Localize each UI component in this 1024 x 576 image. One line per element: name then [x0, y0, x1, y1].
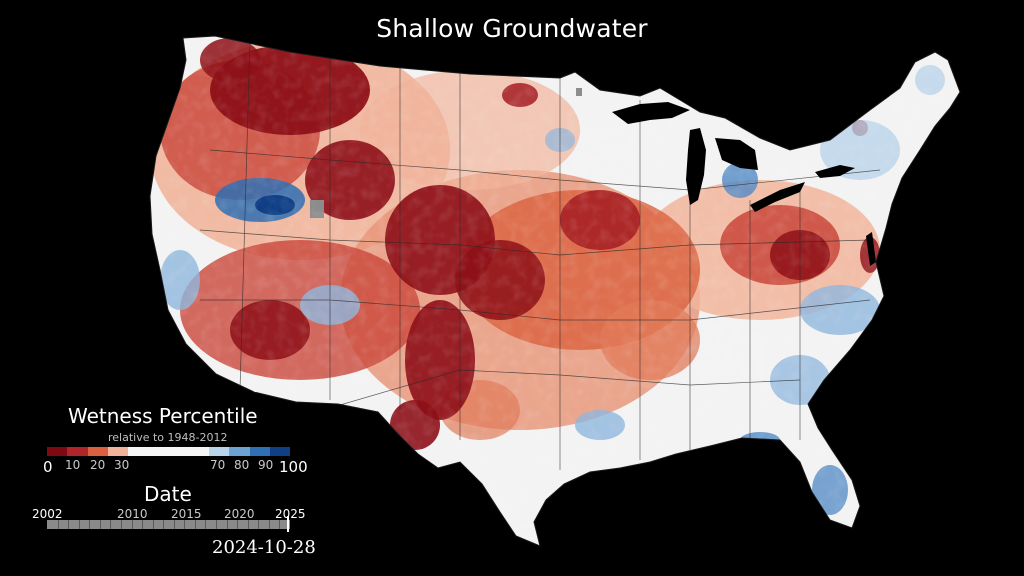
- colorbar-segment: [168, 447, 189, 456]
- lake-ontario: [815, 165, 855, 178]
- legend-tick-20: 20: [90, 458, 106, 472]
- lake-michigan: [686, 128, 706, 205]
- timeline-segment-divider: [152, 520, 154, 529]
- timeline-segment-divider: [120, 520, 122, 529]
- timeline-segment-divider: [194, 520, 196, 529]
- timeline-segment-divider: [226, 520, 228, 529]
- colorbar-segment: [67, 447, 88, 456]
- legend-tick-70: 70: [210, 458, 226, 472]
- timeline-segment-divider: [173, 520, 175, 529]
- colorbar-segment: [249, 447, 270, 456]
- timeline-year-2025: 2025: [275, 507, 306, 521]
- colorbar-segment: [87, 447, 108, 456]
- colorbar-segment: [229, 447, 250, 456]
- timeline-year-2020: 2020: [224, 507, 255, 521]
- timeline-year-2002: 2002: [32, 507, 63, 521]
- timeline-year-2010: 2010: [117, 507, 148, 521]
- map-layer: [150, 36, 960, 546]
- timeline-segment-divider: [68, 520, 70, 529]
- texture-overlay: [150, 36, 960, 546]
- timeline-segment-divider: [142, 520, 144, 529]
- legend-tick-10: 10: [65, 458, 81, 472]
- legend-tick-90: 90: [258, 458, 274, 472]
- timeline-segment-divider: [279, 520, 281, 529]
- state-borders: [199, 39, 881, 470]
- timeline-segment-divider: [78, 520, 80, 529]
- timeline-segment-divider: [99, 520, 101, 529]
- lake-huron: [715, 138, 758, 170]
- timeline-year-2015: 2015: [171, 507, 202, 521]
- timeline-segment-divider: [131, 520, 133, 529]
- colorbar-segment: [209, 447, 230, 456]
- legend-tick-100: 100: [279, 458, 308, 476]
- legend-tick-30: 30: [114, 458, 130, 472]
- timeline-segment-divider: [268, 520, 270, 529]
- timeline-segment-divider: [57, 520, 59, 529]
- timeline-bar[interactable]: [47, 520, 290, 529]
- colorbar-segment: [269, 447, 290, 456]
- colorbar-segment: [47, 447, 68, 456]
- legend-colorbar: [47, 447, 290, 456]
- timeline-cursor[interactable]: [286, 516, 289, 532]
- timeline-title: Date: [144, 482, 192, 506]
- current-date: 2024-10-28: [212, 537, 316, 558]
- colorbar-segment: [188, 447, 209, 456]
- legend-subtitle: relative to 1948-2012: [108, 431, 228, 444]
- timeline-segment-divider: [237, 520, 239, 529]
- timeline-segment-divider: [110, 520, 112, 529]
- timeline-segment-divider: [258, 520, 260, 529]
- timeline-segment-divider: [184, 520, 186, 529]
- us-outline: [149, 35, 961, 547]
- legend-tick-80: 80: [234, 458, 250, 472]
- colorbar-segment: [128, 447, 149, 456]
- map-title: Shallow Groundwater: [376, 14, 648, 43]
- legend-tick-0: 0: [43, 458, 53, 476]
- lake-superior: [612, 102, 690, 124]
- timeline-segment-divider: [205, 520, 207, 529]
- chesapeake-bay: [866, 232, 876, 266]
- timeline-segment-divider: [89, 520, 91, 529]
- timeline-segment-divider: [163, 520, 165, 529]
- timeline-segment-divider: [247, 520, 249, 529]
- lake-erie: [750, 182, 805, 212]
- colorbar-segment: [148, 447, 169, 456]
- timeline-segment-divider: [216, 520, 218, 529]
- colorbar-segment: [107, 447, 128, 456]
- legend-title: Wetness Percentile: [68, 404, 258, 428]
